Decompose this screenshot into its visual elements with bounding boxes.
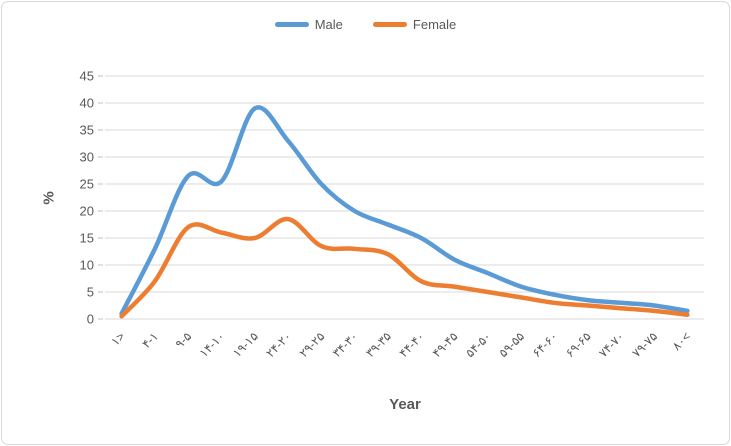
y-axis-tick-label: 35 <box>80 123 94 138</box>
x-axis-tick-label: ۲۹-۲۵ <box>296 329 327 360</box>
x-axis-title: Year <box>389 396 421 413</box>
x-axis-tick-label: ۲۴-۲۰ <box>263 329 294 360</box>
female-series-line <box>119 216 690 319</box>
x-axis-tick-label: ۳۹-۳۵ <box>363 329 394 360</box>
y-axis-tick-label: 20 <box>80 204 94 219</box>
x-axis-tick-label: ۳۴-۳۰ <box>330 329 361 360</box>
legend-item-male: Male <box>274 17 343 32</box>
legend-item-female: Female <box>372 17 457 32</box>
y-axis-tick-label: 10 <box>80 258 94 273</box>
y-axis-tick-label: 25 <box>80 177 94 192</box>
y-axis-tick-label: 15 <box>80 231 94 246</box>
x-axis-tick-label: ۱> <box>108 329 127 348</box>
x-axis-tick-label: ۵۹-۵۵ <box>496 329 527 360</box>
x-axis-tick-label: ۱۹-۱۵ <box>230 329 261 360</box>
legend-label-male: Male <box>314 17 343 32</box>
x-axis-tick-label: ۴۹-۴۵ <box>430 329 461 360</box>
x-axis-tick-label: ۴-۱ <box>139 329 161 351</box>
y-axis-tick-label: 40 <box>80 96 94 111</box>
x-axis-tick-label: ۷۹-۷۵ <box>629 329 660 360</box>
x-axis-tick-label: ۶۴-۶۰ <box>529 329 560 360</box>
female-line-swatch <box>372 22 407 27</box>
y-axis-tick-label: 0 <box>87 312 94 327</box>
x-axis-tick-label: ۸۰< <box>670 329 694 353</box>
x-axis-tick-label: ۹-۵ <box>172 329 194 351</box>
x-axis-tick-label: ۶۹-۶۵ <box>563 329 594 360</box>
legend-label-female: Female <box>412 17 457 32</box>
male-series-line <box>119 105 690 316</box>
y-axis-tick-label: 45 <box>80 69 94 84</box>
male-line-swatch <box>274 22 309 27</box>
y-axis-title: % <box>40 191 58 205</box>
y-axis-tick-label: 30 <box>80 150 94 165</box>
legend: Male Female <box>2 17 729 32</box>
x-axis-tick-label: ۷۴-۷۰ <box>596 329 627 360</box>
x-axis-tick-label: ۱۴-۱۰ <box>197 329 228 360</box>
x-axis-tick-label: ۵۴-۵۰ <box>463 329 494 360</box>
x-axis-tick-label: ۴۴-۴۰ <box>396 329 427 360</box>
y-axis-tick-label: 5 <box>87 285 94 300</box>
